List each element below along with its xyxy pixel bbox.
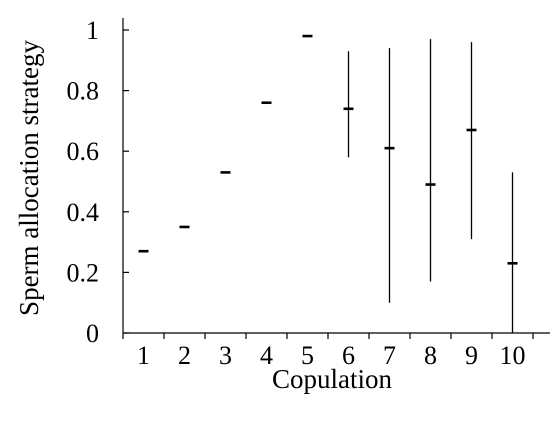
y-tick-label: 0.4 [67, 198, 100, 227]
x-ticks: 1 2 3 4 5 6 7 8 9 10 [122, 333, 534, 370]
x-tick-label: 4 [260, 341, 273, 370]
y-tick-label: 0.2 [67, 258, 100, 287]
x-axis-title: Copulation [272, 364, 392, 394]
x-tick-label: 7 [383, 341, 396, 370]
x-tick-label: 5 [301, 341, 314, 370]
x-tick-label: 6 [342, 341, 355, 370]
x-tick-label: 10 [500, 341, 526, 370]
x-tick-label: 3 [219, 341, 232, 370]
y-tick-label: 0.6 [67, 137, 100, 166]
y-tick-label: 1 [86, 16, 99, 45]
y-tick-label: 0 [86, 319, 99, 348]
y-ticks: 0 0.2 0.4 0.6 0.8 1 [67, 16, 129, 348]
x-tick-label: 8 [424, 341, 437, 370]
data-marks [138, 34, 518, 333]
axes [122, 18, 550, 334]
x-tick-label: 2 [178, 341, 191, 370]
x-tick-label: 1 [137, 341, 150, 370]
y-tick-label: 0.8 [67, 77, 100, 106]
y-axis-title: Sperm allocation strategy [14, 40, 44, 316]
x-tick-label: 9 [465, 341, 478, 370]
